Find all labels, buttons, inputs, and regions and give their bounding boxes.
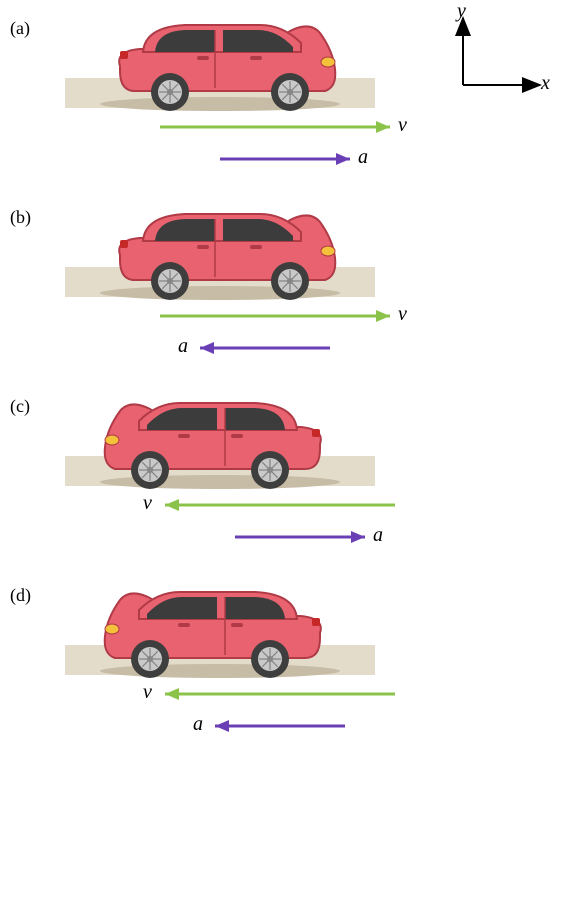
panel-a-a-row: a	[65, 148, 565, 172]
a-arrow-c	[65, 526, 465, 548]
v-label-a: v	[398, 114, 407, 137]
panel-b-v-row: v	[65, 305, 565, 329]
panel-b: (b)	[10, 207, 565, 361]
panel-b-scene	[65, 207, 375, 297]
car-left-c	[65, 396, 375, 491]
car-left-d	[65, 585, 375, 680]
panel-d: (d)	[10, 585, 565, 739]
panel-d-v-row: v	[65, 683, 565, 707]
panel-a-scene	[65, 18, 375, 108]
v-arrow-d	[65, 683, 465, 705]
v-label-c: v	[143, 492, 152, 515]
panel-c-a-row: a	[65, 526, 565, 550]
panel-d-label: (d)	[10, 585, 31, 606]
car-right-b	[65, 207, 375, 302]
car-right-a	[65, 18, 375, 113]
a-arrow-d	[65, 715, 465, 737]
panel-a-label: (a)	[10, 18, 30, 39]
panel-a-v-row: v	[65, 116, 565, 140]
v-arrow-c	[65, 494, 465, 516]
panel-c-scene	[65, 396, 375, 486]
panel-b-label: (b)	[10, 207, 31, 228]
panel-c-v-row: v	[65, 494, 565, 518]
panel-c: (c)	[10, 396, 565, 550]
panel-d-a-row: a	[65, 715, 565, 739]
panel-b-a-row: a	[65, 337, 565, 361]
a-label-a: a	[358, 146, 368, 169]
panel-a: (a)	[10, 18, 565, 172]
panel-d-scene	[65, 585, 375, 675]
a-arrow-a	[65, 148, 465, 170]
v-label-d: v	[143, 681, 152, 704]
panel-c-label: (c)	[10, 396, 30, 417]
v-label-b: v	[398, 303, 407, 326]
a-label-d: a	[193, 713, 203, 736]
a-arrow-b	[65, 337, 465, 359]
a-label-c: a	[373, 524, 383, 547]
a-label-b: a	[178, 335, 188, 358]
